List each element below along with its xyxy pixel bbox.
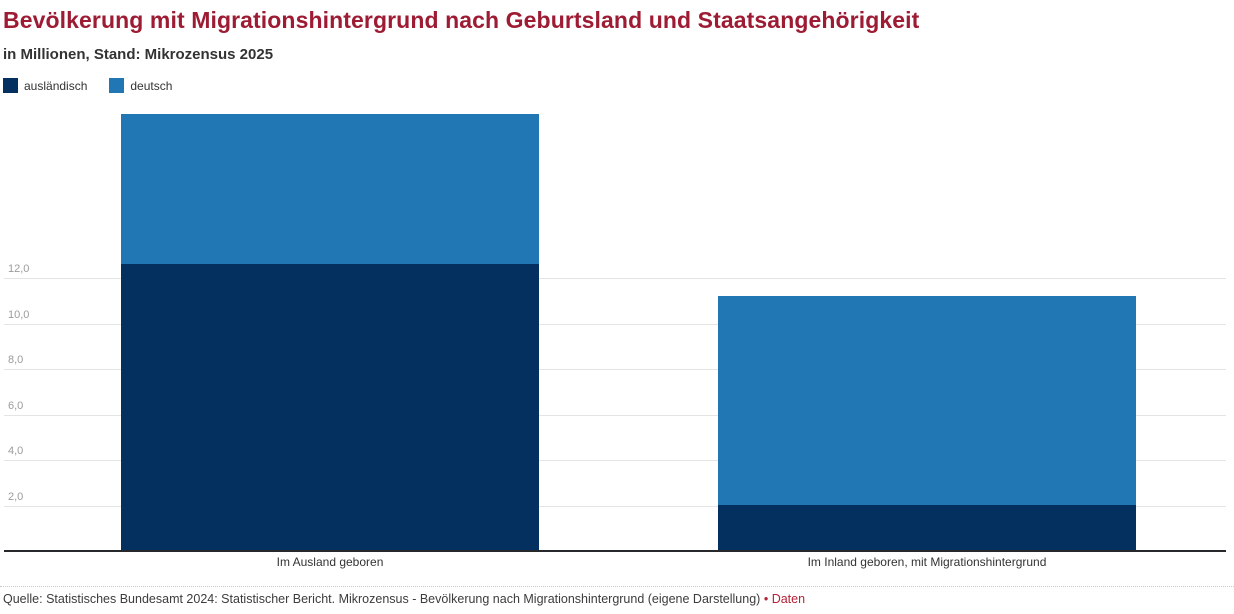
data-link-label: Daten [771,592,806,606]
footer-separator [0,586,1234,587]
y-tick-label-8,0: 8,0 [8,354,24,366]
x-axis-label-1: Im Ausland geboren [276,555,384,569]
legend: ausländisch deutsch [3,78,1226,94]
data-link[interactable]: • Daten [764,592,805,606]
bar-segment-deutsch-2 [718,296,1136,505]
x-axis-line [4,550,1226,552]
x-axis-label-2: Im Inland geboren, mit Migrationshinterg… [807,555,1047,569]
y-tick-label-12,0: 12,0 [8,263,30,275]
gridline-2,0 [4,506,1226,507]
legend-item-deutsch: deutsch [109,78,173,94]
bar-segment-ausländisch-1 [121,264,539,551]
data-link-bullet: • [763,592,769,606]
y-tick-label-10,0: 10,0 [8,309,30,321]
bar-segment-deutsch-1 [121,114,539,264]
y-tick-label-4,0: 4,0 [8,445,24,457]
source-line: Quelle: Statistisches Bundesamt 2024: St… [3,592,1230,606]
bar-segment-ausländisch-2 [718,505,1136,551]
legend-swatch-deutsch [109,78,125,94]
chart-title: Bevölkerung mit Migrationshintergrund na… [3,7,920,33]
gridline-6,0 [4,415,1226,416]
legend-item-auslaendisch: ausländisch [3,78,88,94]
gridline-8,0 [4,369,1226,370]
gridline-4,0 [4,460,1226,461]
y-tick-label-6,0: 6,0 [8,400,24,412]
legend-label-auslaendisch: ausländisch [24,78,88,93]
gridline-12,0 [4,278,1226,279]
gridline-10,0 [4,324,1226,325]
y-tick-label-2,0: 2,0 [8,491,24,503]
source-text: Quelle: Statistisches Bundesamt 2024: St… [3,592,761,606]
chart-header: Bevölkerung mit Migrationshintergrund na… [0,0,1234,94]
legend-label-deutsch: deutsch [130,78,173,93]
legend-swatch-auslaendisch [3,78,18,94]
chart-subtitle: in Millionen, Stand: Mikrozensus 2025 [3,46,274,64]
